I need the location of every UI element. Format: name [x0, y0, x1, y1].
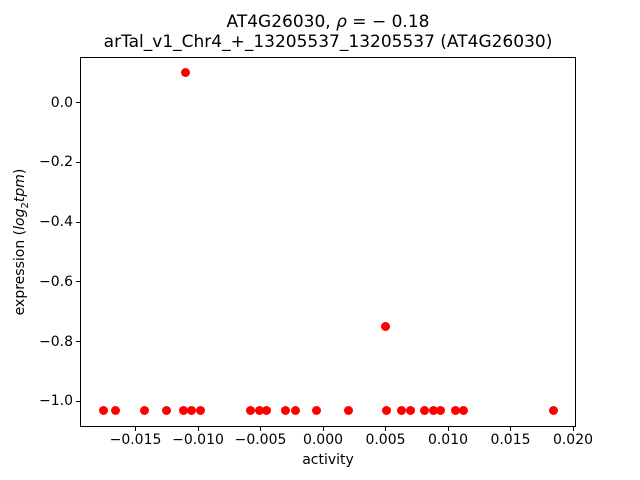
data-point	[548, 405, 558, 415]
y-axis-label-tpm: tpm	[12, 174, 28, 203]
data-point	[428, 405, 438, 415]
x-tick-mark	[572, 427, 574, 432]
title-rho-symbol: ρ	[336, 12, 347, 32]
chart-title-line2: arTal_v1_Chr4_+_13205537_13205537 (AT4G2…	[103, 32, 553, 52]
data-point	[343, 405, 353, 415]
data-point	[139, 405, 149, 415]
data-point	[458, 405, 468, 415]
y-tick-mark	[76, 221, 80, 223]
data-point	[187, 405, 197, 415]
data-point	[98, 405, 108, 415]
data-point	[382, 405, 392, 415]
y-tick-label: −0.4	[39, 214, 73, 231]
chart-title-line1: AT4G26030, ρ = − 0.18	[80, 12, 576, 32]
data-point	[111, 405, 120, 415]
x-tick-label: −0.015	[109, 432, 162, 449]
x-tick-label: −0.010	[172, 432, 224, 449]
x-tick-mark	[510, 427, 511, 432]
data-point	[262, 405, 272, 415]
y-tick-label: −0.8	[39, 333, 73, 350]
y-tick-label: −0.2	[39, 154, 73, 171]
data-point	[451, 405, 460, 415]
data-point	[397, 405, 407, 415]
data-point	[419, 405, 429, 415]
x-tick-label: 0.015	[490, 432, 531, 449]
x-tick-mark	[197, 427, 199, 432]
data-point	[196, 405, 205, 415]
data-point	[246, 405, 255, 415]
y-tick-label: 0.0	[50, 94, 73, 111]
x-tick-label: −0.005	[234, 432, 287, 449]
x-tick-mark	[135, 427, 136, 432]
data-point	[406, 405, 415, 415]
chart-title: AT4G26030, ρ = − 0.18 arTal_v1_Chr4_+_13…	[80, 12, 576, 52]
y-axis-label-sub: 2	[19, 202, 31, 209]
plot-area	[80, 57, 576, 427]
x-tick-label: 0.020	[552, 432, 594, 449]
x-tick-mark	[260, 427, 261, 432]
x-tick-mark	[385, 427, 386, 432]
y-tick-label: −0.6	[39, 273, 73, 290]
x-tick-mark	[322, 427, 324, 432]
title-gene-id: AT4G26030,	[226, 12, 337, 32]
x-tick-label: 0.005	[365, 432, 406, 449]
data-point	[381, 322, 390, 332]
data-point	[281, 405, 290, 415]
x-axis-label: activity	[302, 452, 354, 468]
data-point	[178, 405, 188, 415]
y-tick-mark	[76, 161, 80, 163]
data-point	[291, 405, 300, 415]
data-point	[436, 405, 445, 415]
x-tick-label: 0.000	[302, 432, 344, 449]
y-tick-label: −1.0	[39, 393, 73, 410]
data-point	[312, 405, 322, 415]
data-point	[162, 405, 172, 415]
data-point	[181, 68, 190, 78]
y-tick-mark	[76, 281, 80, 283]
y-tick-mark	[76, 102, 80, 104]
y-tick-mark	[76, 400, 80, 402]
x-tick-label: 0.010	[427, 432, 469, 449]
title-rho-value: = − 0.18	[346, 12, 430, 32]
data-point	[254, 405, 264, 415]
x-tick-mark	[447, 427, 449, 432]
y-tick-mark	[76, 341, 80, 343]
